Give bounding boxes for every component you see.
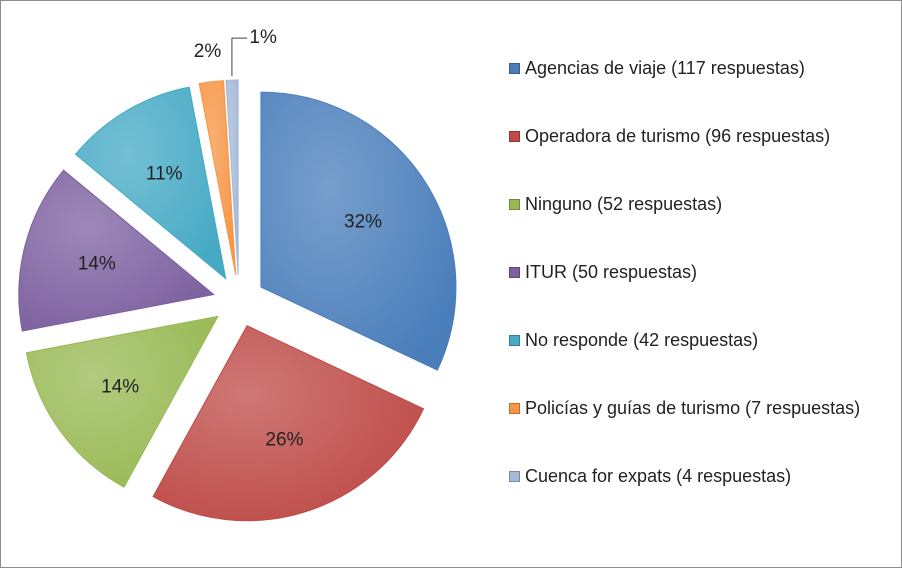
pie-slice <box>260 91 457 371</box>
pie-slice <box>74 86 227 280</box>
pie-slice <box>225 79 239 276</box>
legend-label: ITUR (50 respuestas) <box>525 262 698 282</box>
legend-swatch <box>509 63 520 74</box>
legend-swatch <box>509 471 520 482</box>
legend-label: Policías y guías de turismo (7 respuesta… <box>525 398 861 418</box>
data-label: 14% <box>101 376 139 397</box>
data-label: 2% <box>194 41 222 62</box>
pie-slice <box>198 80 237 276</box>
legend-swatch <box>509 131 520 142</box>
pie-slice <box>152 325 425 522</box>
data-label: 11% <box>146 164 183 185</box>
pie-slice <box>18 169 215 332</box>
legend-swatch <box>509 267 520 278</box>
legend-label: Agencias de viaje (117 respuestas) <box>525 58 805 78</box>
legend-item: Ninguno (52 respuestas) <box>509 193 899 261</box>
data-label: 32% <box>344 211 382 232</box>
legend-item: Policías y guías de turismo (7 respuesta… <box>509 397 899 465</box>
data-label: 26% <box>265 430 303 451</box>
legend: Agencias de viaje (117 respuestas) Operad… <box>509 57 899 533</box>
legend-label: Cuenca for expats (4 respuestas) <box>525 466 792 486</box>
legend-label: No responde (42 respuestas) <box>525 330 759 350</box>
legend-label: Ninguno (52 respuestas) <box>525 194 723 214</box>
legend-swatch <box>509 403 520 414</box>
leader-line <box>231 37 248 77</box>
legend-swatch <box>509 335 520 346</box>
legend-label: Operadora de turismo (96 respuestas) <box>525 126 831 146</box>
data-label: 14% <box>78 253 116 274</box>
legend-item: ITUR (50 respuestas) <box>509 261 899 329</box>
legend-item: Operadora de turismo (96 respuestas) <box>509 125 899 193</box>
pie-slice <box>25 315 219 488</box>
legend-swatch <box>509 199 520 210</box>
legend-item: No responde (42 respuestas) <box>509 329 899 397</box>
legend-item: Cuenca for expats (4 respuestas) <box>509 465 899 533</box>
legend-item: Agencias de viaje (117 respuestas) <box>509 57 899 125</box>
data-label: 1% <box>249 27 277 48</box>
